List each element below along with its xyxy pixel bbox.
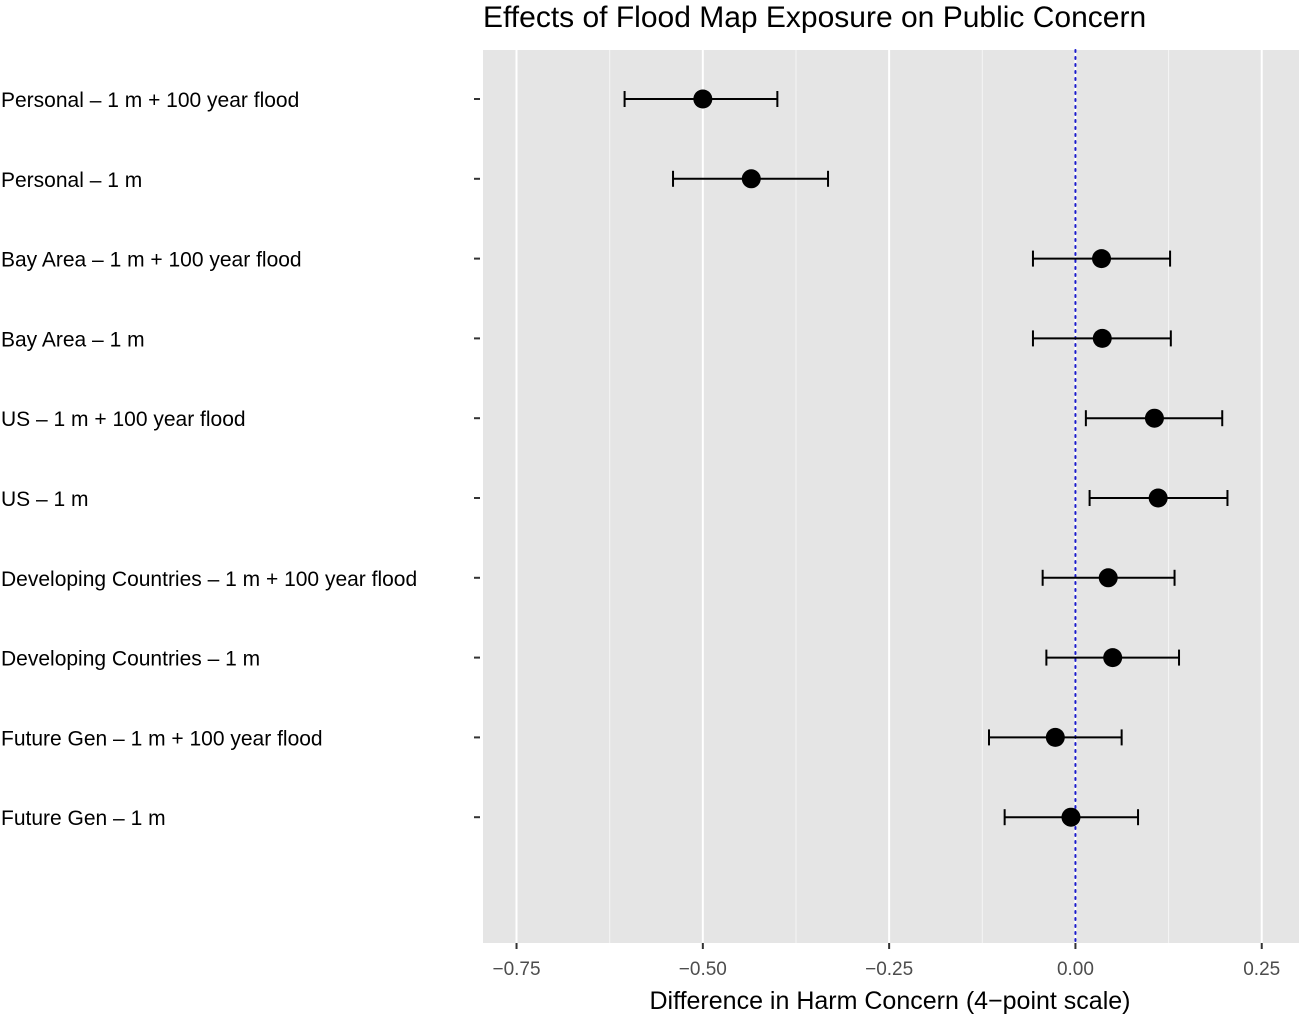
estimate-point bbox=[1148, 488, 1168, 508]
y-axis-category-label: Developing Countries – 1 m + 100 year fl… bbox=[1, 568, 417, 591]
estimate-row bbox=[987, 727, 1123, 747]
x-axis-tick-label: 0.25 bbox=[1243, 959, 1280, 980]
estimate-point bbox=[1144, 408, 1164, 428]
plot-panel-background bbox=[483, 50, 1299, 943]
estimate-row bbox=[1031, 249, 1172, 269]
estimate-point bbox=[1061, 807, 1081, 827]
chart-title: Effects of Flood Map Exposure on Public … bbox=[483, 1, 1146, 34]
estimate-point bbox=[741, 169, 761, 189]
x-axis-tick-label: −0.75 bbox=[492, 959, 540, 980]
estimate-row bbox=[1088, 488, 1229, 508]
y-axis-category-label: Personal – 1 m + 100 year flood bbox=[1, 89, 299, 112]
y-axis-category-label: Developing Countries – 1 m bbox=[1, 648, 260, 671]
estimate-point bbox=[1092, 249, 1112, 269]
y-axis-category-label: Future Gen – 1 m + 100 year flood bbox=[1, 727, 323, 750]
estimate-point bbox=[1098, 568, 1118, 588]
y-axis: Personal – 1 m + 100 year flood Personal … bbox=[1, 89, 480, 830]
estimates-group bbox=[623, 89, 1229, 827]
y-axis-category-label: US – 1 m + 100 year flood bbox=[1, 408, 246, 431]
grid-lines bbox=[515, 50, 1263, 943]
estimate-point bbox=[1103, 648, 1123, 668]
estimate-row bbox=[1084, 408, 1224, 428]
x-axis-tick-label: 0.00 bbox=[1057, 959, 1094, 980]
estimate-row bbox=[1003, 807, 1140, 827]
y-axis-category-label: Bay Area – 1 m bbox=[1, 328, 145, 351]
y-axis-category-label: Bay Area – 1 m + 100 year flood bbox=[1, 249, 302, 272]
y-axis-category-label: Future Gen – 1 m bbox=[1, 807, 166, 830]
estimate-point bbox=[693, 89, 713, 109]
y-axis-category-label: US – 1 m bbox=[1, 488, 89, 511]
x-axis-tick-label: −0.50 bbox=[679, 959, 727, 980]
y-axis-category-label: Personal – 1 m bbox=[1, 169, 142, 192]
x-axis-tick-label: −0.25 bbox=[865, 959, 913, 980]
x-axis-title: Difference in Harm Concern (4−point scal… bbox=[649, 987, 1130, 1015]
x-axis: −0.75 −0.50 −0.25 0.00 0.25 bbox=[492, 943, 1280, 980]
estimate-row bbox=[1045, 648, 1181, 668]
plot-panel bbox=[483, 50, 1299, 943]
estimate-point bbox=[1092, 328, 1112, 348]
estimate-row bbox=[623, 89, 779, 109]
estimate-point bbox=[1045, 727, 1065, 747]
estimate-row bbox=[1041, 568, 1176, 588]
estimate-row bbox=[1031, 328, 1172, 348]
estimate-row bbox=[672, 169, 830, 189]
